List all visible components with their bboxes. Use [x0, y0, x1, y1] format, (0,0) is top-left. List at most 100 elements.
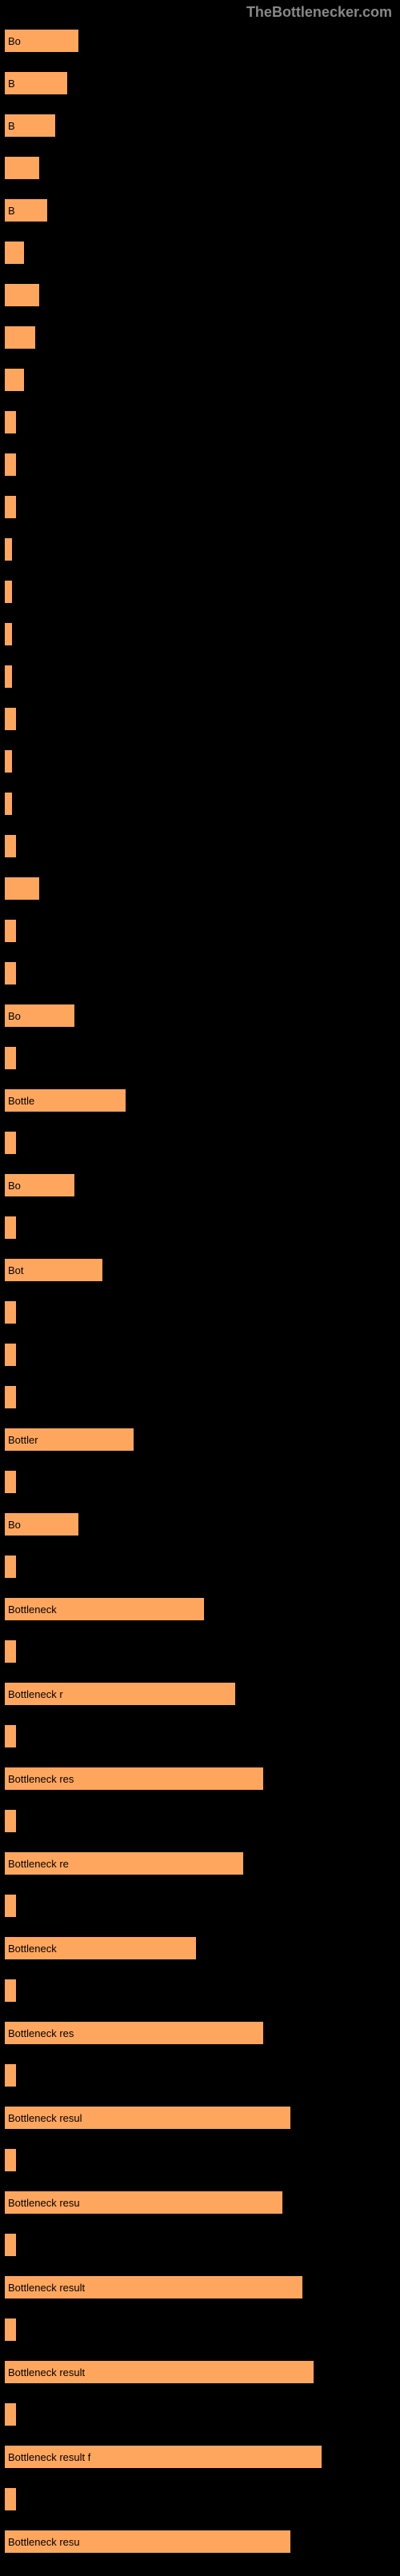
- bar: [4, 1216, 17, 1240]
- bar-chart: BoBBBBoBottleBoBotBottlerBoBottleneckBot…: [0, 25, 400, 2576]
- bar-row: [4, 2063, 396, 2099]
- bar-row: [4, 537, 396, 573]
- bar-row: [4, 622, 396, 658]
- bar-row: Bo: [4, 1512, 396, 1548]
- bar-row: Bottler: [4, 1428, 396, 1464]
- bar: [4, 2402, 17, 2426]
- bar-row: Bo: [4, 29, 396, 65]
- bar: [4, 325, 36, 349]
- bar-row: [4, 1300, 396, 1336]
- bar: [4, 368, 25, 392]
- bar-row: Bottleneck re: [4, 1851, 396, 1887]
- bar-row: Bottle: [4, 1088, 396, 1124]
- bar-row: Bottleneck: [4, 1597, 396, 1633]
- bar: Bottleneck: [4, 1597, 205, 1621]
- bar-row: [4, 1979, 396, 2015]
- bar: Bottleneck re: [4, 1851, 244, 1875]
- bar: Bo: [4, 1512, 79, 1536]
- bar-row: [4, 1343, 396, 1379]
- bar: [4, 1046, 17, 1070]
- bar: [4, 1894, 17, 1918]
- bar: [4, 1343, 17, 1367]
- bar: Bottleneck result f: [4, 2445, 322, 2469]
- bar: [4, 749, 13, 773]
- bar: [4, 834, 17, 858]
- site-header: TheBottlenecker.com: [0, 0, 400, 25]
- bar: [4, 1385, 17, 1409]
- bar: [4, 283, 40, 307]
- bar-row: [4, 325, 396, 361]
- bar-row: B: [4, 71, 396, 107]
- bar: [4, 241, 25, 265]
- bar-row: [4, 707, 396, 743]
- bar-row: [4, 1809, 396, 1845]
- bar: [4, 1979, 17, 2003]
- bar-row: Bottleneck r: [4, 1682, 396, 1718]
- bar: [4, 1809, 17, 1833]
- bar-row: Bottleneck resu: [4, 2191, 396, 2227]
- bar-row: [4, 495, 396, 531]
- bar-row: Bo: [4, 1173, 396, 1209]
- bar: [4, 537, 13, 561]
- bar: Bottleneck: [4, 1936, 197, 1960]
- bar: [4, 622, 13, 646]
- bar: Bottleneck res: [4, 1767, 264, 1791]
- bar: Bottleneck result: [4, 2275, 303, 2299]
- bar-row: [4, 2402, 396, 2438]
- bar-row: [4, 453, 396, 489]
- bar-row: [4, 665, 396, 701]
- bar: [4, 156, 40, 180]
- bar: [4, 2148, 17, 2172]
- bar-row: [4, 2318, 396, 2354]
- bar-row: [4, 2487, 396, 2523]
- bar: Bo: [4, 1173, 75, 1197]
- bar: Bottleneck res: [4, 2021, 264, 2045]
- bar: Bo: [4, 29, 79, 53]
- bar-row: B: [4, 114, 396, 150]
- bar-row: Bo: [4, 1004, 396, 1040]
- bar: [4, 792, 13, 816]
- bar: Bot: [4, 1258, 103, 1282]
- bar-row: [4, 580, 396, 616]
- bar: [4, 2233, 17, 2257]
- bar: Bottleneck resu: [4, 2530, 291, 2554]
- bar-row: [4, 749, 396, 785]
- bar-row: Bottleneck result: [4, 2275, 396, 2311]
- bar-row: [4, 156, 396, 192]
- bar: [4, 1639, 17, 1663]
- bar-row: [4, 368, 396, 404]
- bar-row: Bottleneck result: [4, 2360, 396, 2396]
- bar: [4, 410, 17, 434]
- bar: B: [4, 114, 56, 138]
- bar-row: [4, 1216, 396, 1252]
- bar-row: Bottleneck res: [4, 2021, 396, 2057]
- bar-row: [4, 1131, 396, 1167]
- bar: [4, 707, 17, 731]
- bar-row: [4, 1639, 396, 1675]
- bar-row: [4, 1894, 396, 1930]
- bar: [4, 580, 13, 604]
- bar-row: Bottleneck result f: [4, 2445, 396, 2481]
- bar: [4, 961, 17, 985]
- bar: [4, 1131, 17, 1155]
- bar-row: [4, 283, 396, 319]
- bar: B: [4, 71, 68, 95]
- bar: [4, 2318, 17, 2342]
- bar-row: [4, 1555, 396, 1591]
- bar-row: [4, 241, 396, 277]
- bar-row: Bottleneck: [4, 1936, 396, 1972]
- bar: B: [4, 198, 48, 222]
- bar: Bottleneck resul: [4, 2106, 291, 2130]
- bar-row: [4, 2233, 396, 2269]
- bar: Bottleneck r: [4, 1682, 236, 1706]
- bar: Bottle: [4, 1088, 126, 1112]
- bar: [4, 2063, 17, 2087]
- bar-row: [4, 792, 396, 828]
- bar: [4, 453, 17, 477]
- bar: [4, 1555, 17, 1579]
- bar-row: [4, 919, 396, 955]
- bar-row: [4, 961, 396, 997]
- bar-row: Bottleneck res: [4, 1767, 396, 1803]
- bar: [4, 1724, 17, 1748]
- bar-row: [4, 1385, 396, 1421]
